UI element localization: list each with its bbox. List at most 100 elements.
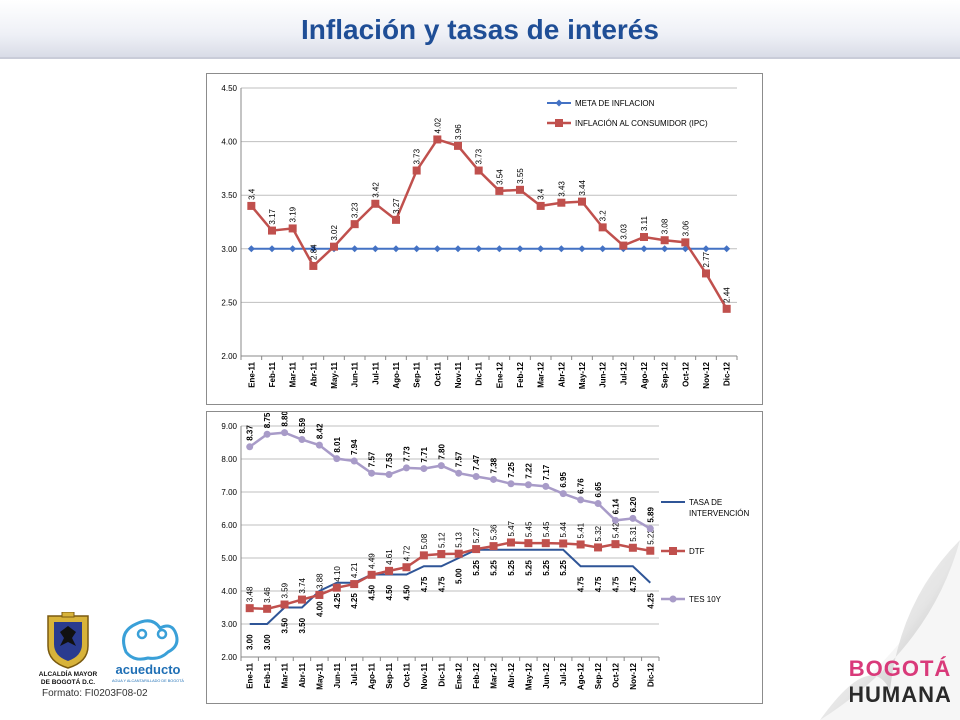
data-point-dtf — [576, 540, 585, 549]
y-tick-label: 9.00 — [221, 422, 237, 431]
x-tick-label: Nov-11 — [420, 662, 429, 689]
data-label-dtf: 5.45 — [524, 521, 533, 537]
data-label-ipc: 3.43 — [557, 181, 566, 197]
logo-bogota-line1: ALCALDÍA MAYOR — [39, 669, 98, 678]
data-label-tes: 6.95 — [559, 472, 568, 488]
data-label-ipc: 3.19 — [289, 206, 298, 222]
y-tick-label: 8.00 — [221, 455, 237, 464]
data-label-dtf: 3.74 — [298, 577, 307, 593]
data-label-tes: 8.75 — [263, 412, 272, 428]
x-tick-label: Jul-12 — [559, 662, 568, 686]
data-point-dtf — [454, 549, 463, 558]
data-label-dtf: 4.10 — [333, 566, 342, 582]
data-point-dtf — [611, 540, 620, 549]
data-point-meta — [413, 245, 421, 253]
data-label-tasa: 3.50 — [281, 617, 290, 633]
data-point-meta — [371, 245, 379, 253]
x-tick-label: Jul-12 — [619, 361, 628, 385]
legend-label-dtf: DTF — [689, 547, 705, 556]
data-point-dtf — [332, 583, 341, 592]
data-point-dtf — [559, 539, 568, 548]
data-label-ipc: 3.17 — [268, 208, 277, 224]
data-point-tes — [646, 525, 654, 533]
data-label-ipc: 3.11 — [640, 215, 649, 231]
data-label-tes: 6.76 — [577, 478, 586, 494]
data-point-tes — [333, 455, 341, 463]
data-label-ipc: 3.44 — [578, 180, 587, 196]
data-label-tes: 7.47 — [472, 454, 481, 470]
data-label-tasa: 5.25 — [524, 560, 533, 576]
data-label-ipc: 3.23 — [351, 202, 360, 218]
data-point-meta — [599, 245, 607, 253]
data-label-ipc: 3.03 — [619, 223, 628, 239]
data-point-tes — [350, 457, 358, 465]
data-label-tasa: 4.50 — [368, 584, 377, 600]
data-point-ipc — [557, 198, 566, 207]
x-tick-label: Feb-11 — [268, 361, 277, 387]
data-label-ipc: 3.02 — [330, 225, 339, 241]
data-label-ipc: 3.27 — [392, 198, 401, 214]
x-tick-label: Sep-11 — [413, 361, 422, 387]
data-point-dtf — [280, 600, 289, 609]
data-label-tasa: 4.75 — [629, 576, 638, 592]
x-tick-label: Oct-11 — [433, 361, 442, 386]
data-point-dtf — [437, 550, 446, 559]
data-point-ipc — [578, 197, 586, 206]
inflation-chart-frame: 2.00 2.50 3.00 3.50 4.00 4.50 Ene-11 Feb-11 Mar-… — [206, 73, 763, 405]
data-point-tes — [420, 465, 428, 473]
data-point-ipc — [536, 201, 545, 210]
data-point-tes — [594, 500, 602, 508]
logo-bh-bottom: HUMANA — [850, 682, 950, 707]
x-tick-label: Oct-12 — [611, 662, 620, 687]
data-label-tes: 7.57 — [368, 451, 377, 467]
logo-bh-top: BOGOTÁ — [850, 656, 950, 681]
x-tick-label: Abr-12 — [507, 662, 516, 688]
y-tick-label: 4.00 — [221, 138, 237, 147]
data-point-dtf — [524, 539, 533, 548]
x-tick-label: Sep-11 — [385, 662, 394, 688]
data-label-dtf: 5.32 — [594, 525, 603, 541]
data-label-ipc: 3.55 — [516, 168, 525, 184]
data-label-dtf: 3.59 — [281, 582, 290, 598]
data-label-tes: 7.22 — [524, 463, 533, 479]
data-point-tes — [472, 472, 480, 480]
data-point-dtf — [541, 539, 550, 548]
x-tick-label: May-12 — [578, 361, 587, 389]
data-label-dtf: 5.44 — [559, 521, 568, 537]
x-tick-label: Jun-12 — [599, 361, 608, 387]
data-label-dtf: 5.42 — [611, 522, 620, 538]
data-label-ipc: 4.02 — [433, 117, 442, 133]
x-tick-label: May-11 — [330, 361, 339, 388]
data-label-tasa: 4.75 — [437, 576, 446, 592]
data-point-dtf — [350, 580, 359, 589]
y-tick-label: 3.50 — [221, 191, 237, 200]
data-point-meta — [495, 245, 503, 253]
x-tick-label: Nov-12 — [629, 662, 638, 689]
data-point-tes — [281, 429, 289, 437]
x-tick-label: Dic-12 — [723, 361, 732, 386]
data-label-tes: 6.14 — [611, 498, 620, 514]
data-point-ipc — [598, 223, 607, 232]
data-point-tes — [315, 441, 323, 449]
data-point-meta — [557, 245, 565, 253]
x-tick-label: Ene-11 — [246, 662, 255, 688]
data-label-dtf: 5.45 — [542, 521, 551, 537]
data-label-ipc: 3.4 — [537, 188, 546, 200]
data-label-tasa: 4.75 — [577, 576, 586, 592]
y-tick-label: 5.00 — [221, 554, 237, 563]
data-label-dtf: 5.27 — [472, 527, 481, 543]
legend-marker-tes — [669, 595, 677, 603]
header-divider — [0, 57, 960, 59]
data-label-tes: 7.38 — [490, 457, 499, 473]
legend-marker-meta — [555, 99, 563, 107]
data-label-tasa: 4.75 — [611, 576, 620, 592]
data-point-meta — [516, 245, 524, 253]
data-label-dtf: 5.36 — [490, 524, 499, 540]
data-label-tes: 7.80 — [437, 443, 446, 459]
x-tick-label: Nov-12 — [702, 361, 711, 388]
x-tick-label: Ene-11 — [247, 361, 256, 387]
header-band — [0, 0, 960, 58]
data-point-meta — [289, 245, 297, 253]
x-tick-label: Oct-12 — [681, 361, 690, 386]
data-point-meta — [723, 245, 731, 253]
